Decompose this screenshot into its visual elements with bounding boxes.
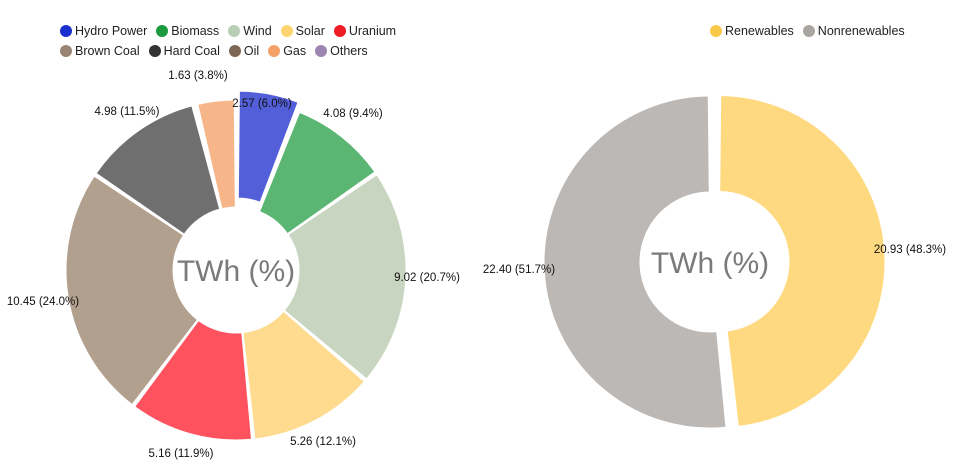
legend-label: Brown Coal	[75, 43, 140, 58]
slice-renewables[interactable]	[719, 95, 886, 427]
legend-item-solar[interactable]: Solar	[280, 22, 325, 39]
legend-item-renewables[interactable]: Renewables	[710, 22, 794, 39]
legend-item-others[interactable]: Others	[315, 42, 368, 59]
legend-label: Hydro Power	[75, 23, 148, 38]
slice-brown-coal[interactable]	[65, 175, 199, 406]
legend-item-hydro-power[interactable]: Hydro Power	[60, 22, 147, 39]
slice-biomass[interactable]	[258, 111, 376, 235]
legend-swatch	[228, 44, 241, 57]
legend-swatch	[802, 24, 815, 37]
legend-item-brown-coal[interactable]: Brown Coal	[60, 42, 140, 59]
legend-item-hard-coal[interactable]: Hard Coal	[148, 42, 220, 59]
legend-label: Uranium	[348, 23, 397, 38]
legend-swatch	[156, 24, 169, 37]
slice-oil[interactable]	[194, 104, 222, 210]
renewable-vs-nonrenewable-donut: 20.93 (48.3%) 22.40 (51.7%) TWh (%)	[483, 95, 946, 429]
legend-label: Oil	[243, 43, 260, 58]
slice-wind[interactable]	[283, 174, 407, 380]
data-label-wind: 9.02 (20.7%)	[394, 272, 460, 284]
data-label-renewables: 20.93 (48.3%)	[874, 244, 946, 256]
legend-label: Others	[330, 43, 368, 58]
data-label-brown-coal: 10.45 (24.0%)	[7, 296, 79, 308]
legend-left: Hydro Power Biomass Wind Solar Uranium Brown …	[60, 22, 440, 59]
legend-item-oil[interactable]: Oil	[228, 42, 260, 59]
legend-item-uranium[interactable]: Uranium	[333, 22, 397, 39]
legend-swatch	[315, 44, 328, 57]
center-label: TWh (%)	[651, 247, 769, 280]
center-label: TWh (%)	[177, 255, 295, 288]
energy-sources-donut: 2.57 (6.0%) 4.08 (9.4%) 9.02 (20.7%) 5.26 (…	[7, 70, 460, 460]
slice-uranium[interactable]	[134, 319, 253, 441]
legend-item-gas[interactable]: Gas	[268, 42, 306, 59]
legend-swatch	[148, 44, 161, 57]
data-label-hard-coal: 4.98 (11.5%)	[95, 106, 160, 118]
legend-label: Renewables	[725, 23, 794, 38]
legend-swatch	[60, 24, 72, 37]
legend-label: Gas	[283, 43, 307, 58]
data-label-hydro-power: 2.57 (6.0%)	[232, 98, 292, 110]
legend-label: Nonrenewables	[817, 23, 905, 38]
legend-swatch	[228, 24, 241, 37]
legend-item-biomass[interactable]: Biomass	[156, 22, 219, 39]
legend-swatch	[268, 44, 281, 57]
legend-label: Hard Coal	[163, 43, 220, 58]
legend-label: Wind	[243, 23, 272, 38]
data-label-solar: 5.26 (12.1%)	[290, 436, 356, 448]
data-label-nonrenewables: 22.40 (51.7%)	[483, 264, 555, 276]
data-label-gas: 1.63 (3.8%)	[168, 70, 228, 82]
legend-swatch	[710, 24, 722, 37]
legend-right: Renewables Nonrenewables	[710, 22, 950, 39]
slice-solar[interactable]	[242, 310, 366, 440]
legend-item-nonrenewables[interactable]: Nonrenewables	[802, 22, 905, 39]
slice-hard-coal[interactable]	[95, 105, 221, 235]
data-label-biomass: 4.08 (9.4%)	[323, 108, 383, 120]
data-label-uranium: 5.16 (11.9%)	[149, 448, 214, 460]
legend-label: Biomass	[171, 23, 220, 38]
legend-swatch	[60, 44, 72, 57]
slice-hydro-power[interactable]	[237, 90, 299, 203]
legend-label: Solar	[295, 23, 325, 38]
legend-swatch	[280, 24, 293, 37]
legend-item-wind[interactable]: Wind	[228, 22, 272, 39]
slice-gas[interactable]	[197, 99, 236, 210]
legend-swatch	[333, 24, 346, 37]
slice-nonrenewables[interactable]	[543, 95, 727, 429]
